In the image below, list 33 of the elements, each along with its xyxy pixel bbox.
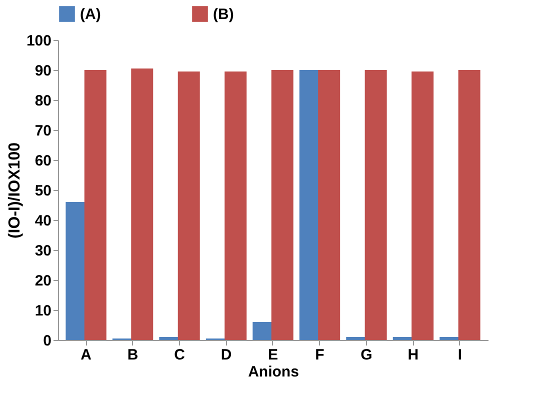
bar bbox=[84, 70, 106, 340]
y-tick-label: 60 bbox=[34, 152, 52, 170]
y-tick-label: 30 bbox=[34, 242, 52, 260]
y-tick-label: 0 bbox=[43, 332, 52, 350]
x-tick-label: G bbox=[360, 346, 372, 364]
y-tick-label: 70 bbox=[34, 122, 52, 140]
y-tick-label: 100 bbox=[26, 32, 52, 50]
x-tick-label: F bbox=[315, 346, 324, 364]
x-tick-label: H bbox=[408, 346, 419, 364]
bar bbox=[178, 72, 200, 340]
x-tick-label: A bbox=[80, 346, 92, 364]
bar bbox=[318, 70, 340, 340]
y-axis-title: (IO-I)/IOX100 bbox=[6, 142, 24, 239]
y-tick-label: 90 bbox=[34, 62, 52, 80]
legend-label: (B) bbox=[213, 6, 234, 23]
x-tick-label: I bbox=[458, 346, 462, 364]
y-tick-label: 20 bbox=[34, 272, 52, 290]
y-tick-label: 10 bbox=[34, 302, 52, 320]
x-tick-label: C bbox=[174, 346, 186, 364]
y-tick-label: 50 bbox=[34, 182, 52, 200]
bar bbox=[224, 72, 247, 340]
x-tick-label: D bbox=[220, 346, 232, 364]
bar bbox=[364, 70, 387, 340]
x-tick-label: E bbox=[268, 346, 278, 364]
bar bbox=[458, 70, 480, 340]
x-tick-label: B bbox=[127, 346, 138, 364]
y-tick-label: 80 bbox=[34, 92, 52, 110]
bar bbox=[131, 68, 154, 340]
bar bbox=[412, 72, 434, 340]
y-tick-label: 40 bbox=[34, 212, 52, 230]
x-axis-title: Anions bbox=[248, 364, 299, 380]
bar bbox=[271, 70, 294, 340]
legend-label: (A) bbox=[80, 6, 101, 23]
